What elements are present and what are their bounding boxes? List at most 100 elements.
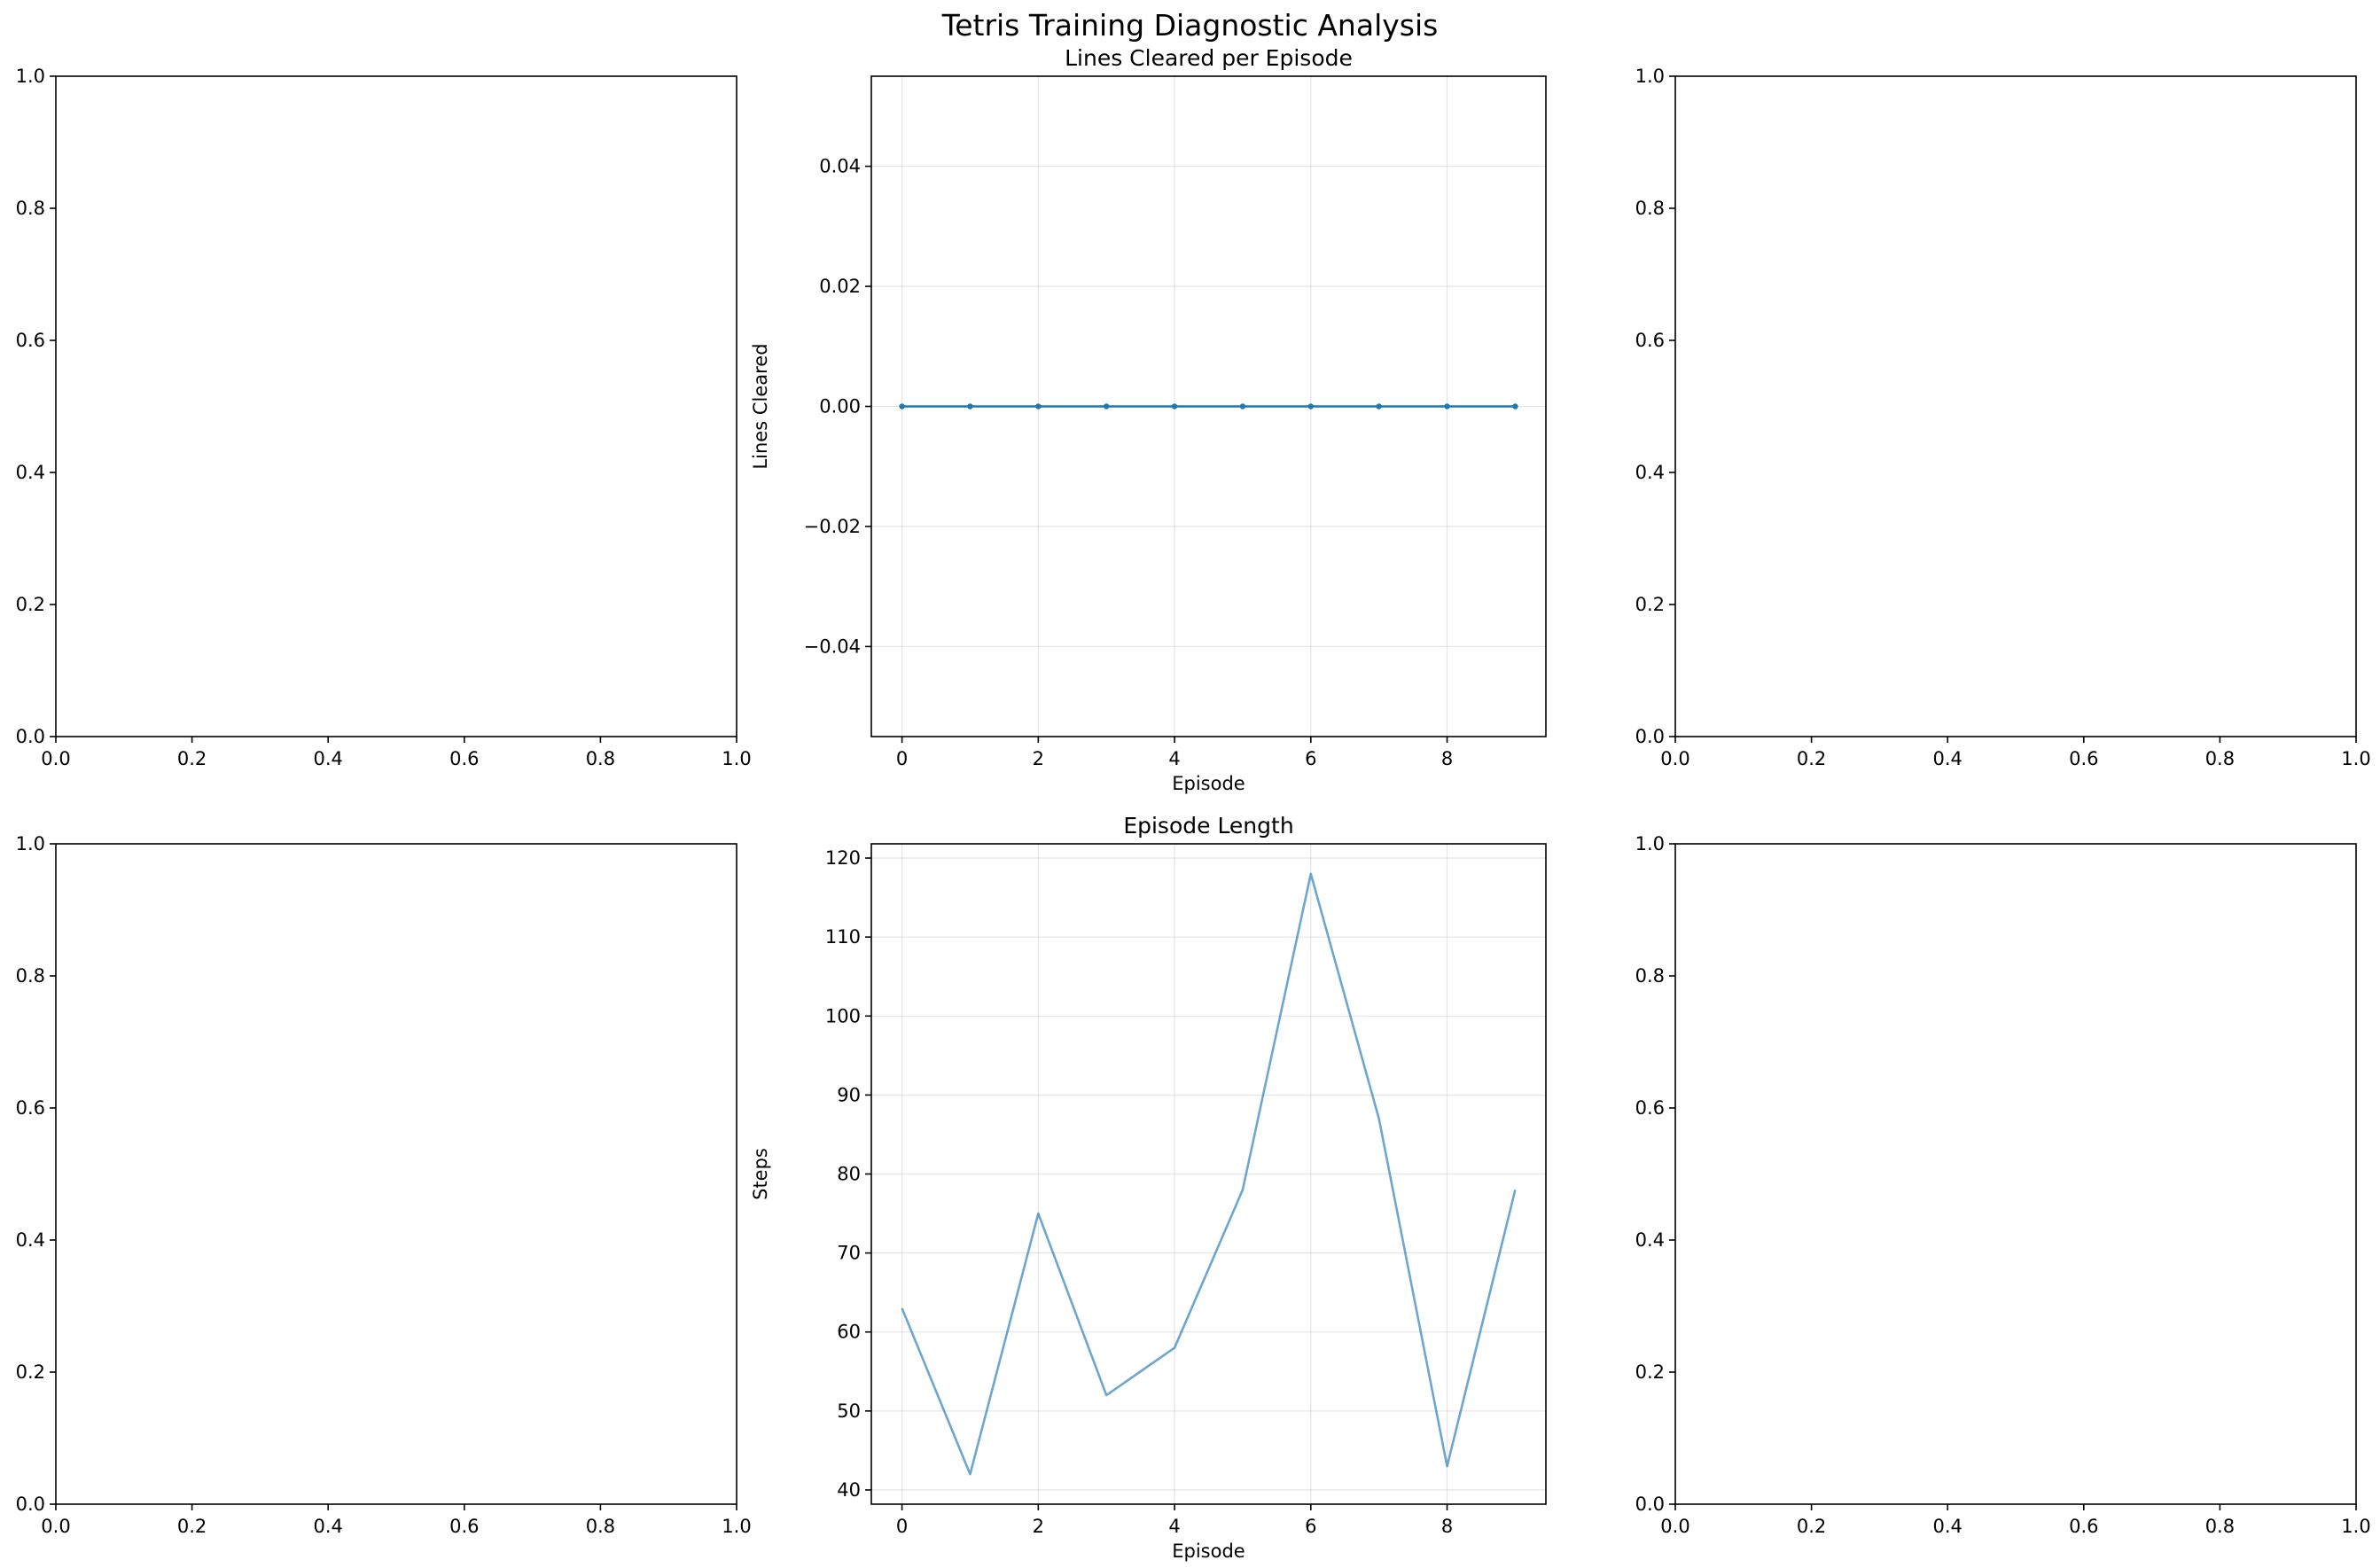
x-tick-label: 0.0: [1660, 748, 1689, 769]
y-tick-label: 90: [837, 1084, 861, 1105]
x-axis-label: Episode: [1172, 1541, 1245, 1562]
y-tick-label: 1.0: [16, 66, 45, 87]
y-tick-label: 0.6: [16, 1097, 45, 1119]
data-point: [1171, 403, 1178, 410]
y-tick-label: 50: [837, 1400, 861, 1422]
y-tick-label: 0.8: [16, 965, 45, 987]
data-point: [1512, 403, 1518, 410]
data-point: [1103, 403, 1110, 410]
y-tick-label: 60: [837, 1322, 861, 1343]
series-line: [901, 872, 1517, 1476]
y-tick-label: 0.0: [16, 1494, 45, 1515]
x-tick-label: 0.4: [1932, 1516, 1962, 1537]
x-tick-label: 0.2: [177, 1516, 207, 1537]
axes-top-right: 0.0 0.2 0.4 0.6 0.8 1.0 0.0 0.2 0.4 0.6 0.8 1.0: [1635, 66, 2371, 769]
y-tick-label: 120: [825, 847, 861, 869]
y-tick-label: −0.04: [804, 636, 861, 657]
x-tick-label: 0.8: [586, 748, 615, 769]
y-tick-label: 100: [825, 1005, 861, 1026]
y-tick-label: 0.0: [1635, 726, 1665, 747]
y-tick-label: −0.02: [804, 516, 861, 537]
data-point: [1376, 403, 1382, 410]
x-tick-label: 1.0: [722, 748, 751, 769]
x-tick-label: 0.2: [177, 748, 207, 769]
y-tick-label: 0.2: [16, 594, 45, 615]
y-tick-label: 0.00: [819, 396, 861, 417]
x-tick-label: 0.4: [1932, 748, 1962, 769]
y-tick-label: 0.0: [1635, 1494, 1665, 1515]
x-tick-label: 0.4: [313, 748, 342, 769]
x-tick-label: 0.2: [1797, 748, 1826, 769]
y-tick-label: 0.0: [16, 726, 45, 747]
x-tick-label: 0.6: [2069, 1516, 2098, 1537]
axes-title: Lines Cleared per Episode: [1065, 45, 1353, 71]
y-tick-label: 0.4: [16, 462, 45, 483]
x-tick-label: 4: [1168, 1516, 1180, 1537]
x-tick-label: 0.2: [1797, 1516, 1826, 1537]
y-tick-label: 0.8: [1635, 965, 1665, 987]
x-tick-label: 6: [1305, 1516, 1316, 1537]
data-point: [1035, 403, 1042, 410]
y-tick-label: 0.4: [1635, 462, 1665, 483]
y-tick-label: 0.6: [16, 330, 45, 351]
x-tick-label: 0.6: [449, 748, 479, 769]
y-tick-label: 1.0: [16, 833, 45, 854]
x-tick-label: 6: [1305, 748, 1316, 769]
x-tick-label: 4: [1168, 748, 1180, 769]
axes-layer: 0.0 0.2 0.4 0.6 0.8 1.0 0.0 0.2 0.4 0.6 0.8 1.0 0 2 4 6…: [16, 45, 2371, 1562]
axes-frame: [1674, 843, 2357, 1505]
x-tick-label: 0: [896, 748, 908, 769]
x-tick-label: 0.6: [2069, 748, 2098, 769]
x-tick-label: 2: [1033, 748, 1044, 769]
y-tick-label: 0.2: [1635, 594, 1665, 615]
y-tick-label: 80: [837, 1164, 861, 1185]
data-point: [1239, 403, 1246, 410]
axes-bottom-left: 0.0 0.2 0.4 0.6 0.8 1.0 0.0 0.2 0.4 0.6 0.8 1.0: [16, 833, 752, 1537]
x-tick-label: 0.0: [41, 1516, 70, 1537]
x-tick-label: 0: [896, 1516, 908, 1537]
y-axis-label: Steps: [750, 1148, 771, 1200]
y-tick-label: 40: [837, 1479, 861, 1501]
data-point: [1307, 403, 1315, 410]
x-tick-label: 0.0: [41, 748, 70, 769]
y-axis-label: Lines Cleared: [750, 343, 771, 469]
x-tick-label: 0.8: [2205, 748, 2235, 769]
y-tick-label: 0.8: [16, 198, 45, 219]
x-tick-label: 1.0: [2341, 1516, 2370, 1537]
x-tick-label: 1.0: [722, 1516, 751, 1537]
x-tick-label: 8: [1441, 748, 1453, 769]
y-tick-label: 0.8: [1635, 198, 1665, 219]
y-tick-label: 0.6: [1635, 1097, 1665, 1119]
y-tick-label: 0.2: [16, 1361, 45, 1383]
x-tick-label: 0.0: [1660, 1516, 1689, 1537]
y-tick-label: 0.4: [1635, 1229, 1665, 1251]
x-tick-label: 0.4: [313, 1516, 342, 1537]
x-axis-label: Episode: [1172, 773, 1245, 794]
data-point: [899, 403, 905, 410]
axes-bottom-right: 0.0 0.2 0.4 0.6 0.8 1.0 0.0 0.2 0.4 0.6 0.8 1.0: [1635, 833, 2371, 1537]
x-tick-label: 0.6: [449, 1516, 479, 1537]
y-tick-label: 1.0: [1635, 833, 1665, 854]
y-tick-label: 0.02: [819, 276, 861, 297]
y-tick-label: 110: [825, 926, 861, 948]
axes-frame: [1674, 75, 2357, 737]
y-tick-label: 0.6: [1635, 330, 1665, 351]
axes-bottom-center: 0 2 4 6 8 40 50 60 70 80 90 100 110 120 Episode Length…: [750, 813, 1547, 1562]
y-tick-label: 0.2: [1635, 1361, 1665, 1383]
data-point: [1444, 403, 1450, 410]
x-tick-label: 1.0: [2341, 748, 2370, 769]
x-tick-label: 0.8: [2205, 1516, 2235, 1537]
x-tick-label: 0.8: [586, 1516, 615, 1537]
y-tick-label: 1.0: [1635, 66, 1665, 87]
axes-frame: [55, 843, 737, 1505]
y-tick-label: 70: [837, 1243, 861, 1264]
x-tick-label: 2: [1033, 1516, 1044, 1537]
axes-top-left: 0.0 0.2 0.4 0.6 0.8 1.0 0.0 0.2 0.4 0.6 0.8 1.0: [16, 66, 752, 769]
data-point: [967, 403, 973, 410]
figure-suptitle: Tetris Training Diagnostic Analysis: [941, 8, 1439, 43]
axes-title: Episode Length: [1123, 813, 1293, 839]
axes-top-center: 0 2 4 6 8 −0.04 −0.02 0.00 0.02 0.04 Lines Cleared…: [750, 45, 1547, 794]
y-tick-label: 0.4: [16, 1229, 45, 1251]
x-tick-label: 8: [1441, 1516, 1453, 1537]
